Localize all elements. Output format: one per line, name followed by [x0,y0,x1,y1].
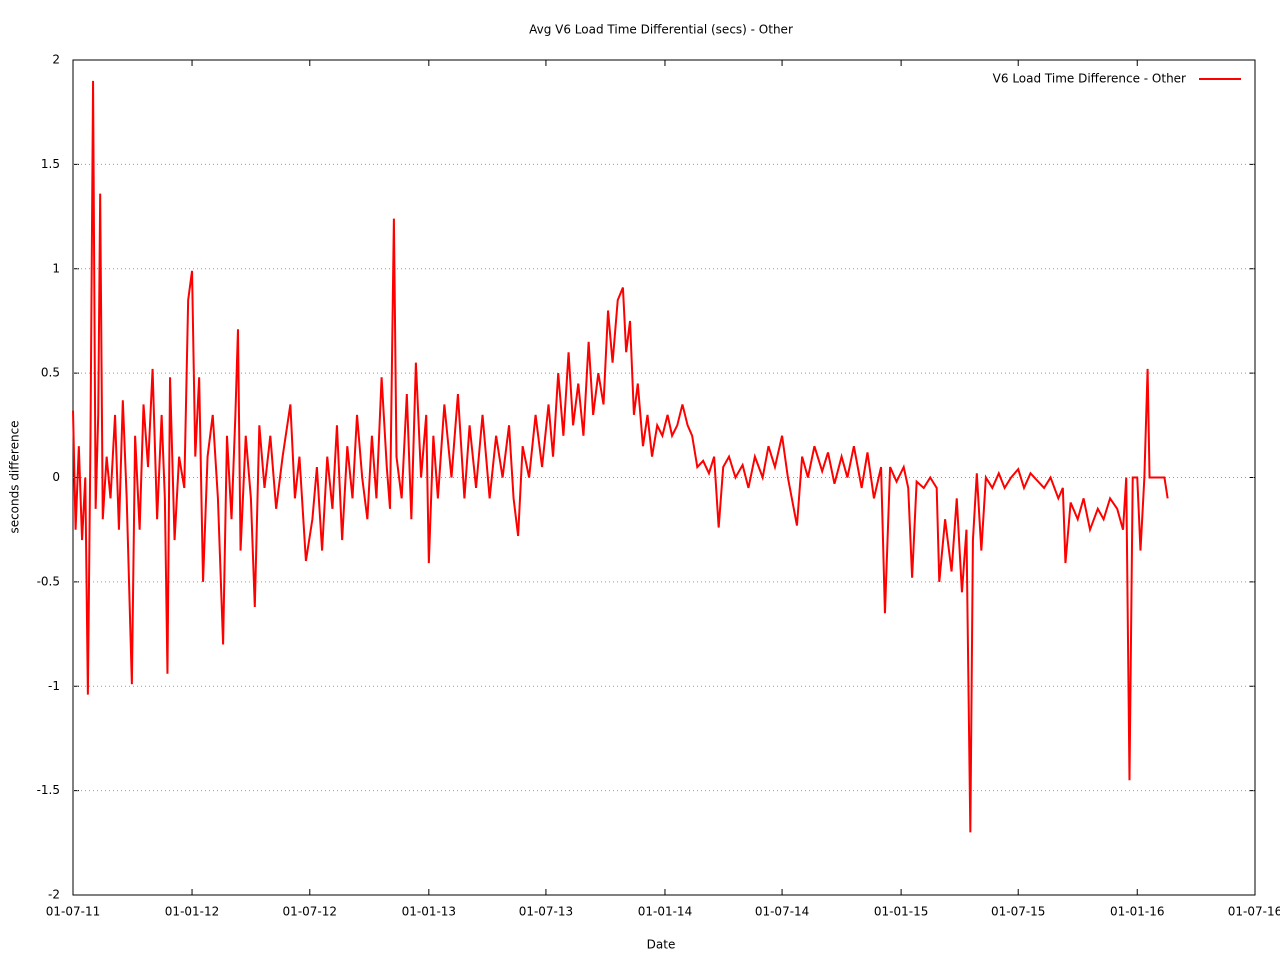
data-line [72,80,1169,833]
y-tick-label: -1.5 [37,783,60,797]
y-axis-label: seconds difference [8,420,22,533]
x-tick-label: 01-07-14 [755,905,809,919]
y-tick-label: 1 [52,261,60,275]
y-tick-label: 0 [52,470,60,484]
y-tick-label: 0.5 [41,366,60,380]
x-tick-label: 01-01-16 [1110,905,1164,919]
y-tick-label: -2 [48,888,60,902]
x-axis-label: Date [647,938,676,952]
x-tick-label: 01-01-13 [402,905,456,919]
x-tick-label: 01-01-14 [638,905,692,919]
y-tick-label: 1.5 [41,157,60,171]
y-tick-label: -1 [48,679,60,693]
y-tick-label: -0.5 [37,574,60,588]
legend-label: V6 Load Time Difference - Other [993,72,1186,86]
x-tick-label: 01-07-11 [46,905,100,919]
x-tick-label: 01-01-15 [874,905,928,919]
x-tick-label: 01-07-12 [283,905,337,919]
x-tick-label: 01-07-16 [1228,905,1280,919]
x-tick-label: 01-07-15 [991,905,1045,919]
y-tick-label: 2 [52,53,60,67]
x-tick-label: 01-07-13 [519,905,573,919]
chart-title: Avg V6 Load Time Differential (secs) - O… [529,23,793,37]
x-tick-label: 01-01-12 [165,905,219,919]
